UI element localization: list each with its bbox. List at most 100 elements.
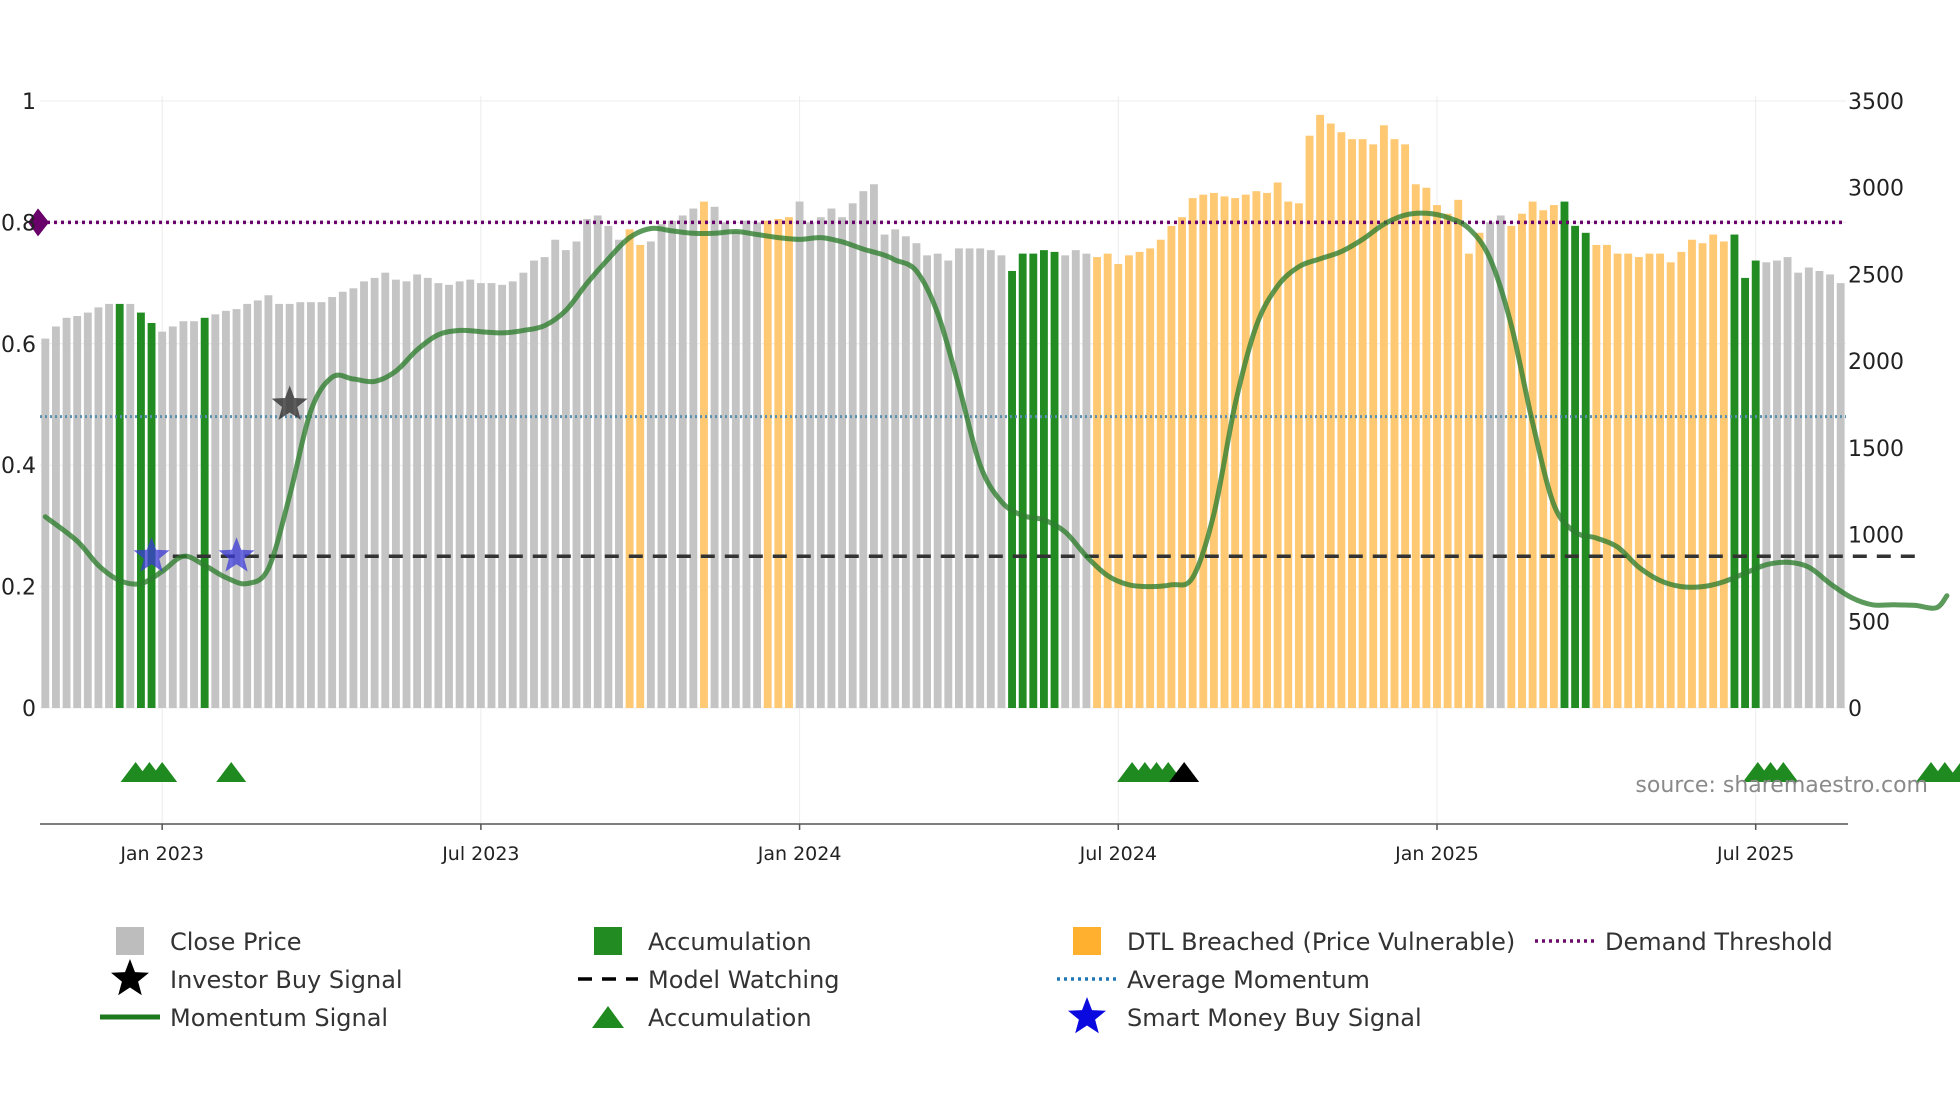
close-price-bar bbox=[848, 203, 857, 708]
dtl-breached-bar bbox=[1666, 262, 1675, 708]
close-price-bar bbox=[1783, 257, 1792, 708]
dtl-breached-bar bbox=[1252, 191, 1261, 708]
close-price-bar bbox=[1762, 262, 1771, 708]
close-price-bar bbox=[1804, 267, 1813, 708]
dtl-breached-bar bbox=[1433, 205, 1441, 708]
accumulation-bar bbox=[1560, 201, 1569, 708]
demand-threshold-marker bbox=[28, 208, 49, 237]
dtl-breached-bar bbox=[1549, 205, 1558, 708]
close-price-bar bbox=[296, 302, 305, 708]
close-price-bar bbox=[487, 283, 496, 708]
accumulation-bar bbox=[1029, 253, 1038, 708]
x-tick-label: Jan 2024 bbox=[757, 843, 842, 865]
accumulation-bar bbox=[1730, 234, 1739, 709]
accumulation-bar bbox=[136, 312, 145, 708]
dtl-breached-bar bbox=[1348, 139, 1356, 708]
dtl-breached-bar bbox=[1316, 114, 1325, 709]
close-price-bar bbox=[126, 303, 135, 708]
accumulation-bar bbox=[1050, 251, 1059, 708]
x-tick-label: Jan 2023 bbox=[119, 843, 204, 865]
dtl-breached-bar bbox=[1719, 241, 1728, 709]
x-tick-label: Jul 2025 bbox=[1716, 843, 1794, 865]
close-price-bar bbox=[466, 279, 475, 708]
close-price-bar bbox=[94, 307, 103, 708]
dtl-breached-bar bbox=[1305, 135, 1314, 708]
legend-label: Smart Money Buy Signal bbox=[1127, 1004, 1422, 1032]
dtl-breached-bar bbox=[625, 229, 634, 708]
close-price-bar bbox=[434, 283, 443, 708]
dtl-breached-bar bbox=[1114, 264, 1123, 708]
accumulation-bar bbox=[1018, 253, 1027, 708]
dtl-breached-bar bbox=[1443, 213, 1452, 709]
legend-swatch bbox=[1073, 927, 1101, 955]
close-price-bar bbox=[615, 239, 623, 709]
legend-label: Accumulation bbox=[648, 928, 812, 956]
dtl-breached-bar bbox=[1422, 187, 1431, 708]
dtl-breached-bar bbox=[1518, 213, 1526, 709]
close-price-bar bbox=[912, 243, 921, 708]
close-price-bar bbox=[317, 302, 326, 708]
close-price-bar bbox=[498, 284, 507, 708]
close-price-bar bbox=[742, 220, 751, 709]
close-price-bar bbox=[561, 250, 570, 708]
y-right-tick-label: 1000 bbox=[1848, 524, 1904, 549]
y-right-tick-label: 2500 bbox=[1848, 263, 1904, 288]
close-price-bar bbox=[604, 225, 613, 708]
close-price-bar bbox=[593, 215, 602, 708]
legend-item: Momentum Signal bbox=[100, 1004, 388, 1032]
dtl-breached-bar bbox=[1464, 253, 1473, 708]
smart-money-star-icon bbox=[1068, 997, 1106, 1034]
close-price-bar bbox=[1836, 283, 1845, 708]
close-price-bar bbox=[508, 281, 517, 708]
close-price-bar bbox=[179, 321, 188, 708]
dtl-breached-bar bbox=[1379, 125, 1388, 708]
close-price-bar bbox=[168, 326, 177, 708]
close-price-bar bbox=[891, 229, 900, 708]
close-price-bar bbox=[965, 248, 974, 708]
close-price-bar bbox=[976, 248, 985, 708]
dtl-breached-bar bbox=[1411, 184, 1420, 708]
accumulation-markers bbox=[120, 762, 1960, 782]
dtl-breached-bar bbox=[1146, 248, 1155, 708]
dtl-breached-bar bbox=[1188, 198, 1197, 708]
dtl-breached-bar bbox=[1698, 243, 1707, 708]
legend-label: Accumulation bbox=[648, 1004, 812, 1032]
close-price-bar bbox=[657, 224, 666, 708]
legend-item: Average Momentum bbox=[1057, 966, 1370, 994]
close-price-bar bbox=[859, 191, 868, 708]
legend-item: Close Price bbox=[116, 927, 302, 956]
close-price-bar bbox=[381, 272, 390, 708]
dtl-breached-bar bbox=[700, 201, 708, 708]
dtl-breached-bar bbox=[1624, 253, 1633, 708]
close-price-bar bbox=[1082, 253, 1091, 708]
close-price-bar bbox=[646, 241, 655, 709]
y-right-tick-label: 500 bbox=[1848, 610, 1890, 635]
close-price-bar bbox=[83, 312, 92, 708]
accumulation-marker bbox=[1768, 762, 1799, 782]
y-right-tick-label: 3000 bbox=[1848, 177, 1904, 202]
dtl-breached-bar bbox=[1209, 192, 1218, 709]
dtl-breached-bar bbox=[1528, 201, 1537, 708]
dtl-breached-bar bbox=[1167, 225, 1176, 708]
y-right-tick-label: 3500 bbox=[1848, 90, 1904, 115]
close-price-bar bbox=[668, 220, 677, 709]
legend-item: Accumulation bbox=[592, 1004, 812, 1032]
dtl-breached-bar bbox=[1093, 257, 1101, 708]
dtl-breached-bar bbox=[774, 218, 783, 708]
investor-star bbox=[271, 385, 308, 420]
close-price-bar bbox=[1826, 274, 1834, 708]
legend-item: Accumulation bbox=[594, 927, 812, 956]
accumulation-bar bbox=[1741, 277, 1750, 708]
smart-money-star bbox=[133, 537, 170, 572]
accumulation-marker bbox=[1945, 762, 1960, 782]
close-price-bar bbox=[391, 279, 400, 708]
dtl-breached-bar bbox=[1263, 192, 1271, 709]
close-price-bar bbox=[1071, 250, 1080, 708]
dtl-breached-bar bbox=[1284, 201, 1293, 708]
triangle-icon bbox=[592, 1006, 624, 1028]
legend-label: Momentum Signal bbox=[170, 1004, 388, 1032]
dtl-breached-bar bbox=[1656, 253, 1665, 708]
close-price-bar bbox=[360, 281, 368, 708]
close-price-bar bbox=[933, 253, 942, 708]
close-price-bar bbox=[721, 222, 730, 708]
